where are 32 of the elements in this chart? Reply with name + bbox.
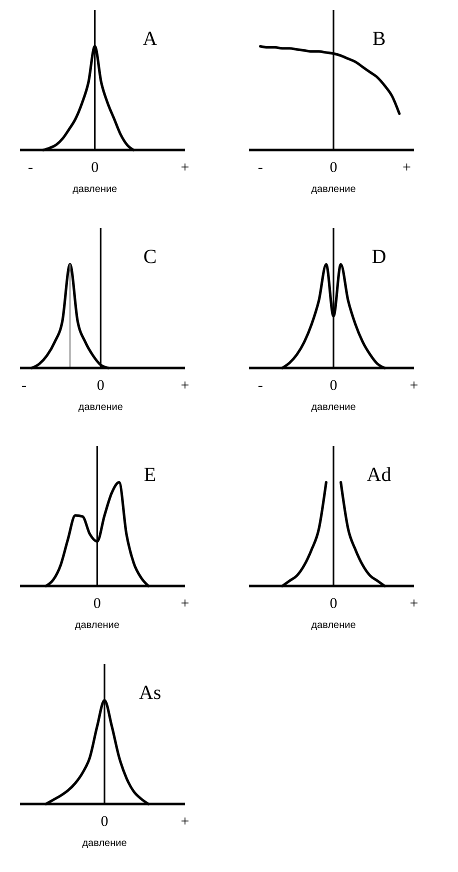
chart-title: C [143, 246, 157, 268]
x-axis-title: давление [78, 402, 124, 413]
x-tick-label: - [28, 160, 33, 176]
x-tick-label: + [180, 596, 190, 612]
x-tick-label: 0 [91, 160, 99, 176]
x-tick-label: - [258, 378, 263, 394]
x-tick-label: + [410, 378, 418, 394]
x-tick-label: 0 [93, 596, 101, 612]
x-tick-label: - [258, 160, 263, 176]
x-tick-label: 0 [330, 160, 338, 176]
x-tick-label: - [22, 378, 26, 394]
x-tick-label: 0 [100, 814, 108, 830]
chart-title: A [142, 28, 158, 50]
x-axis-title: давление [74, 620, 120, 631]
x-tick-label: + [402, 160, 411, 176]
x-tick-label: 0 [330, 596, 338, 612]
chart-title: D [372, 246, 386, 268]
x-tick-label: + [410, 596, 418, 612]
x-tick-label: 0 [330, 378, 338, 394]
chart-title: B [372, 28, 386, 50]
x-axis-title: давление [311, 184, 356, 195]
x-tick-label: 0 [96, 378, 104, 394]
x-axis-title: давление [82, 838, 128, 849]
x-tick-label: + [180, 378, 190, 394]
chart-title: E [144, 464, 156, 486]
x-axis-title: давление [311, 402, 356, 413]
chart-title: Ad [366, 464, 392, 486]
x-axis-title: давление [72, 184, 118, 195]
x-tick-label: + [180, 160, 190, 176]
x-axis-title: давление [311, 620, 356, 631]
x-tick-label: + [180, 814, 190, 830]
chart-title: As [138, 682, 162, 704]
